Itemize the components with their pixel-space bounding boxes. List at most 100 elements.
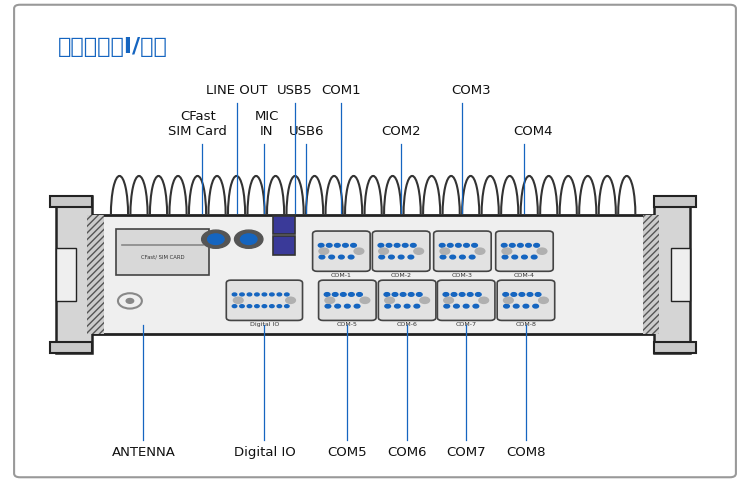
Circle shape: [527, 293, 532, 296]
Text: CFast/ SIM CARD: CFast/ SIM CARD: [141, 255, 184, 260]
Text: COM-3: COM-3: [452, 273, 473, 278]
Circle shape: [284, 293, 289, 296]
Circle shape: [241, 234, 257, 244]
Circle shape: [349, 293, 354, 296]
Circle shape: [443, 293, 448, 296]
FancyBboxPatch shape: [319, 280, 376, 321]
Circle shape: [514, 304, 519, 308]
Circle shape: [394, 304, 400, 308]
Circle shape: [325, 297, 334, 303]
Circle shape: [255, 293, 260, 296]
Circle shape: [240, 293, 244, 296]
FancyBboxPatch shape: [14, 5, 736, 477]
Circle shape: [334, 304, 340, 308]
Text: COM-8: COM-8: [515, 322, 536, 327]
Circle shape: [394, 243, 400, 247]
Text: USB6: USB6: [289, 125, 324, 138]
Circle shape: [511, 293, 517, 296]
Circle shape: [416, 293, 422, 296]
Circle shape: [454, 304, 459, 308]
FancyBboxPatch shape: [496, 231, 554, 271]
Circle shape: [534, 243, 539, 247]
Circle shape: [262, 293, 267, 296]
Circle shape: [324, 293, 330, 296]
FancyBboxPatch shape: [437, 280, 495, 321]
Circle shape: [202, 230, 230, 248]
Circle shape: [444, 297, 454, 303]
Circle shape: [398, 255, 404, 259]
FancyBboxPatch shape: [378, 280, 436, 321]
Text: COM-5: COM-5: [337, 322, 358, 327]
Circle shape: [521, 255, 527, 259]
Circle shape: [537, 248, 547, 254]
Circle shape: [240, 305, 244, 308]
Circle shape: [379, 255, 385, 259]
Text: COM4: COM4: [514, 125, 554, 138]
Circle shape: [232, 305, 237, 308]
FancyBboxPatch shape: [497, 280, 555, 321]
Bar: [56, 248, 76, 301]
Circle shape: [459, 293, 465, 296]
Circle shape: [255, 305, 260, 308]
Text: COM-4: COM-4: [514, 273, 535, 278]
Bar: [50, 197, 92, 207]
Text: Digital IO: Digital IO: [233, 446, 296, 459]
Circle shape: [277, 305, 281, 308]
Circle shape: [378, 243, 384, 247]
Circle shape: [233, 297, 243, 303]
Circle shape: [519, 293, 525, 296]
Bar: [273, 236, 295, 254]
Text: COM-6: COM-6: [397, 322, 418, 327]
Text: COM3: COM3: [451, 84, 491, 97]
Circle shape: [470, 255, 475, 259]
Circle shape: [319, 248, 328, 254]
Circle shape: [262, 305, 267, 308]
Circle shape: [385, 297, 394, 303]
Circle shape: [354, 304, 360, 308]
Circle shape: [444, 304, 449, 308]
Circle shape: [286, 297, 296, 303]
Bar: [87, 214, 659, 335]
Circle shape: [523, 304, 529, 308]
Circle shape: [452, 293, 457, 296]
Text: 前面板外置I/视图: 前面板外置I/视图: [58, 37, 167, 57]
Circle shape: [504, 304, 509, 308]
FancyBboxPatch shape: [373, 231, 430, 271]
Circle shape: [354, 248, 364, 254]
Circle shape: [348, 255, 354, 259]
Circle shape: [402, 243, 408, 247]
Circle shape: [235, 230, 263, 248]
Circle shape: [526, 243, 531, 247]
Circle shape: [448, 243, 453, 247]
Bar: [670, 248, 690, 301]
Circle shape: [420, 297, 430, 303]
Circle shape: [270, 305, 274, 308]
Circle shape: [478, 297, 488, 303]
Circle shape: [332, 293, 338, 296]
Circle shape: [464, 304, 469, 308]
Bar: [655, 342, 696, 353]
Text: Digital IO: Digital IO: [250, 322, 279, 327]
Text: LINE OUT: LINE OUT: [206, 84, 268, 97]
Circle shape: [502, 248, 512, 254]
Circle shape: [357, 293, 362, 296]
Circle shape: [518, 243, 524, 247]
Circle shape: [440, 248, 450, 254]
Text: CFast
SIM Card: CFast SIM Card: [169, 110, 227, 138]
Circle shape: [476, 293, 482, 296]
Circle shape: [450, 255, 455, 259]
Circle shape: [392, 293, 398, 296]
FancyBboxPatch shape: [433, 231, 491, 271]
Circle shape: [503, 255, 508, 259]
Circle shape: [351, 243, 356, 247]
Circle shape: [408, 255, 414, 259]
Circle shape: [318, 243, 324, 247]
FancyBboxPatch shape: [226, 280, 302, 321]
Circle shape: [328, 255, 334, 259]
Bar: [56, 197, 92, 353]
Circle shape: [476, 248, 484, 254]
Text: COM1: COM1: [322, 84, 362, 97]
Circle shape: [404, 304, 410, 308]
Text: COM-1: COM-1: [331, 273, 352, 278]
Circle shape: [503, 297, 513, 303]
